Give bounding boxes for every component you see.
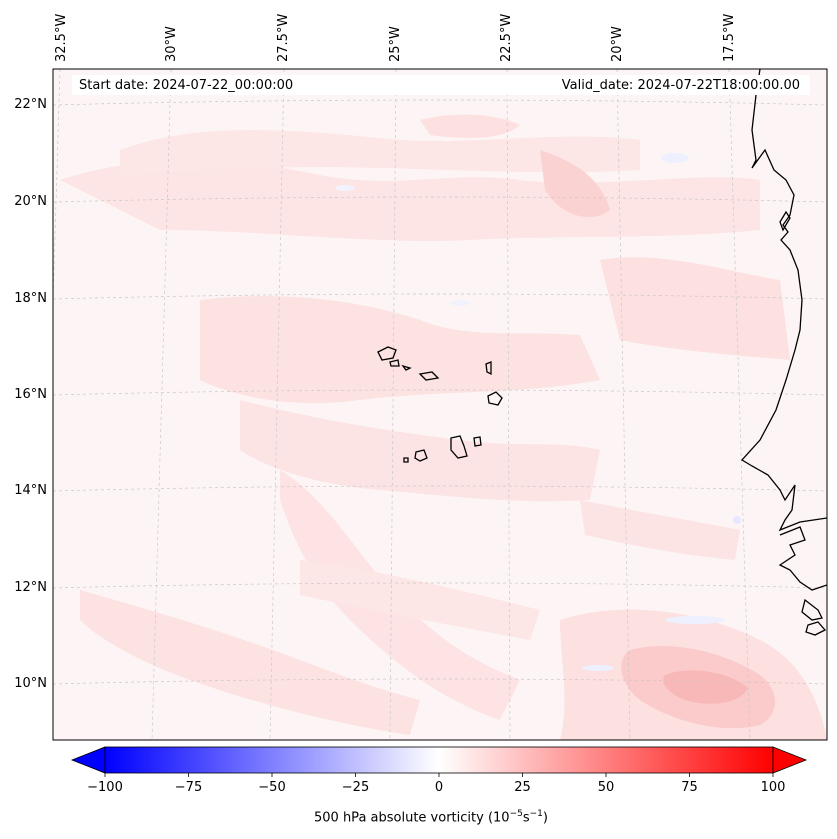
lon-label: 27.5°W <box>276 13 291 62</box>
colorbar-label-exp2: −1 <box>529 809 543 819</box>
colorbar-tick-label: 50 <box>597 780 615 795</box>
colorbar-label: 500 hPa absolute vorticity (10−5s−1) <box>314 809 548 825</box>
lat-label: 20°N <box>14 194 47 209</box>
lon-label: 32.5°W <box>54 13 69 62</box>
colorbar-high-arrow <box>772 746 808 774</box>
colorbar-tick-label: 75 <box>681 780 698 795</box>
colorbar-label-exp1: −5 <box>509 809 523 819</box>
lat-label: 12°N <box>14 580 47 595</box>
vorticity-field <box>60 114 827 740</box>
colorbar-tick-label: −75 <box>174 780 203 795</box>
colorbar-label-text: 500 hPa absolute vorticity (10 <box>314 810 510 826</box>
header-band <box>72 75 810 95</box>
cabo-verde-islands <box>377 346 503 463</box>
colorbar-tick-label: 100 <box>760 780 786 795</box>
colorbar <box>70 746 808 777</box>
colorbar-tick-label: 25 <box>514 780 531 795</box>
lat-label: 22°N <box>14 97 47 112</box>
colorbar-tick-label: −50 <box>258 780 286 795</box>
colorbar-tick-label: −100 <box>87 780 123 795</box>
lat-label: 14°N <box>14 483 47 498</box>
lon-label: 30°W <box>164 26 179 62</box>
lon-label: 17.5°W <box>722 13 737 62</box>
start-date-label: Start date: 2024-07-22_00:00:00 <box>79 78 294 93</box>
colorbar-low-arrow <box>70 746 106 774</box>
colorbar-tick-label: −25 <box>341 780 370 795</box>
lon-label: 25°W <box>388 26 403 62</box>
lon-label: 22.5°W <box>499 13 514 62</box>
colorbar-tick-label: 0 <box>434 780 444 795</box>
lat-label: 10°N <box>14 676 47 691</box>
colorbar-gradient <box>104 746 774 774</box>
lat-label: 16°N <box>14 387 47 402</box>
valid-date-label: Valid_date: 2024-07-22T18:00:00.00 <box>561 78 800 93</box>
coastline <box>740 69 827 636</box>
colorbar-label-mid: s <box>522 810 530 826</box>
lat-label: 18°N <box>14 291 47 306</box>
lon-label: 20°W <box>610 26 625 62</box>
colorbar-label-end: ) <box>542 810 548 826</box>
map-border <box>52 68 828 741</box>
graticule <box>53 69 827 740</box>
